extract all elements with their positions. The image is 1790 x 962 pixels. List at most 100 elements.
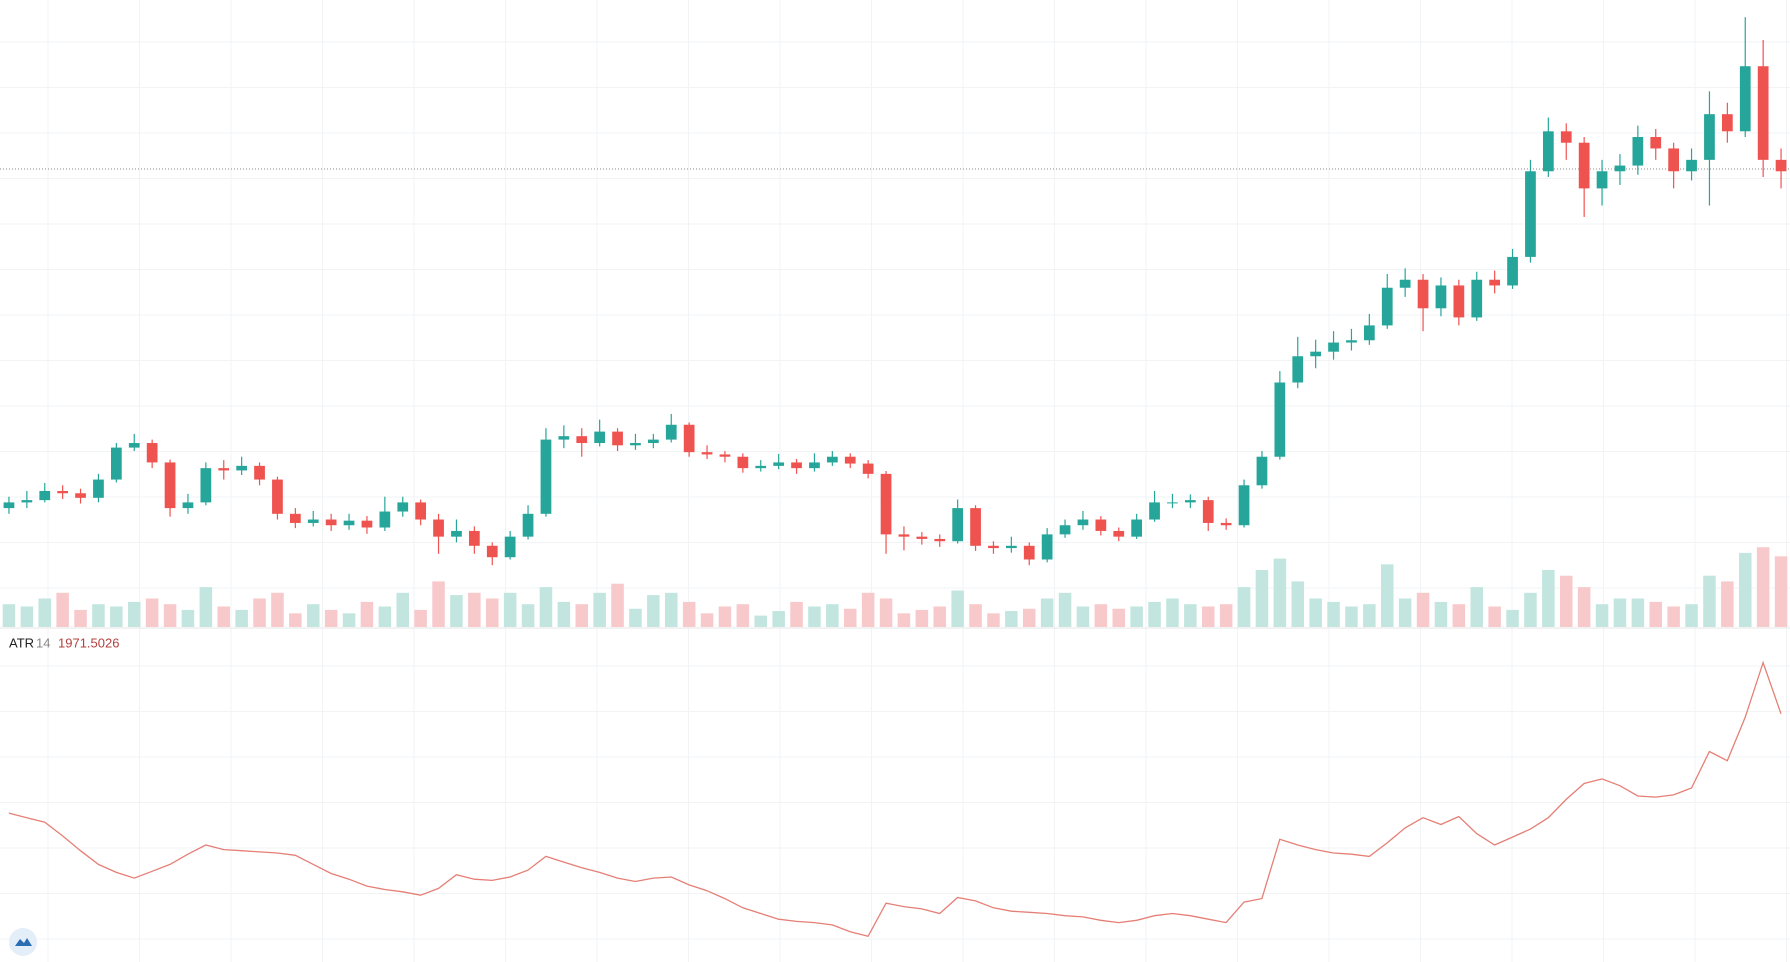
volume-bar (1738, 552, 1752, 627)
volume-bar (235, 609, 248, 627)
volume-bar (503, 592, 517, 627)
volume-bar (342, 613, 356, 627)
candle-body (1202, 500, 1214, 523)
volume-bar (1416, 592, 1430, 627)
candle-body (146, 443, 158, 463)
candle-body (1131, 519, 1143, 537)
candle-body (182, 502, 194, 509)
candle-body (1686, 159, 1697, 172)
candle-body (719, 454, 731, 457)
candle-body (916, 536, 928, 539)
volume-bar (20, 606, 34, 627)
volume-bar (1542, 570, 1555, 627)
candle-body (1238, 485, 1250, 526)
candle-body (952, 508, 964, 542)
candle-body (1256, 456, 1268, 486)
candle-body (1005, 545, 1017, 549)
volume-bar (1774, 556, 1788, 627)
volume-bar (38, 598, 52, 627)
volume-bar (360, 601, 374, 627)
volume-bar (664, 592, 678, 627)
candle-body (1381, 287, 1393, 326)
candle-body (1632, 137, 1644, 166)
candle-body (3, 502, 15, 509)
volume-bar (1577, 587, 1591, 627)
candle-body (379, 511, 391, 528)
candle-body (415, 502, 427, 520)
volume-bar (468, 592, 481, 627)
volume-bar (92, 604, 105, 627)
volume-bar (1685, 604, 1698, 627)
volume-bar (1148, 601, 1161, 627)
volume-bar (485, 598, 499, 627)
volume-bar (271, 592, 284, 627)
volume-bar (969, 604, 982, 627)
candle-body (809, 462, 820, 469)
volume-bar (826, 604, 839, 627)
volume-bar (1613, 598, 1627, 627)
candle-body (1417, 279, 1429, 309)
candle-body (433, 519, 444, 537)
candle-body (75, 493, 86, 498)
candle-body (683, 424, 695, 453)
atr-line (8, 660, 1782, 938)
candle-body (325, 519, 337, 526)
candle-body (576, 436, 588, 444)
volume-bar (1076, 606, 1090, 627)
candle-body (1775, 159, 1787, 172)
volume-bar (1022, 608, 1036, 627)
volume-bar (647, 595, 660, 627)
volume-bar (1291, 581, 1305, 627)
candle-body (612, 431, 623, 446)
volume-bar (1524, 592, 1537, 627)
candle-body (236, 465, 248, 471)
candle-body (1095, 519, 1107, 531)
candle-body (1471, 279, 1483, 318)
volume-bar (199, 587, 213, 627)
volume-bar (1452, 604, 1466, 627)
indicator-length: 14 (36, 635, 50, 650)
volume-bar (163, 604, 177, 627)
volume-bar (629, 608, 642, 627)
candle-body (862, 463, 874, 474)
candle-body (755, 465, 767, 469)
volume-bar (289, 613, 302, 627)
volume-bar (1166, 598, 1179, 627)
logo[interactable] (9, 928, 37, 956)
candle-body (826, 456, 838, 463)
candle-body (200, 468, 212, 503)
volume-bar (772, 611, 785, 627)
candle-body (1614, 165, 1626, 172)
candle-body (164, 462, 176, 509)
candle-body (1149, 502, 1160, 520)
volume-bar (879, 598, 893, 627)
candle-body (1363, 325, 1375, 341)
candle-body (272, 479, 283, 514)
candle-body (844, 456, 856, 464)
candle-body (1757, 66, 1769, 160)
volume-bar (127, 601, 141, 627)
candle-body (1220, 522, 1232, 526)
volume-bar (1506, 609, 1519, 627)
volume-bar (1345, 606, 1358, 627)
volume-bar (145, 598, 159, 627)
volume-bar (1434, 601, 1448, 627)
volume-bar (1040, 598, 1054, 627)
volume-bar (217, 606, 231, 627)
volume-bar (378, 606, 392, 627)
volume-bar (933, 606, 947, 627)
volume-bar (181, 609, 195, 627)
candle-body (1525, 171, 1536, 257)
volume-bar (790, 601, 803, 627)
volume-bar (539, 587, 553, 627)
volume-bar (306, 604, 320, 627)
candle-body (970, 508, 981, 546)
volume-bar (1363, 604, 1376, 627)
candle-body (504, 536, 516, 558)
candle-body (397, 502, 409, 512)
volume-bar (396, 592, 410, 627)
volume-bar (1488, 606, 1501, 627)
